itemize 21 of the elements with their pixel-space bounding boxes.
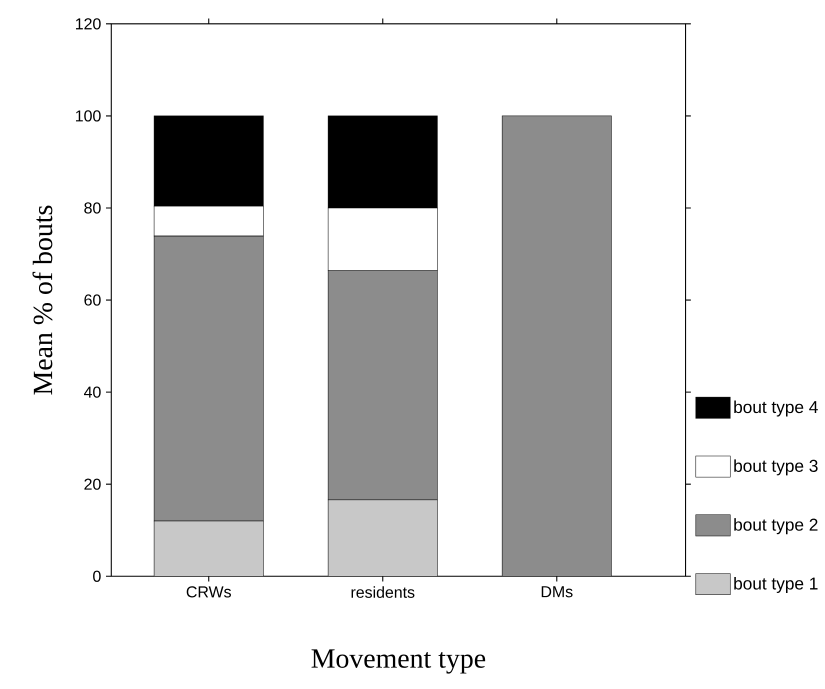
bar [328, 270, 438, 500]
x-tick-label: residents [352, 586, 414, 598]
y-tick-label: 60 [84, 294, 101, 306]
y-axis-title: Mean % of bouts [32, 206, 52, 395]
y-tick-label: 40 [84, 386, 101, 398]
y-tick-label: 80 [84, 202, 101, 214]
x-axis-title: Movement type [312, 650, 486, 674]
bar [502, 116, 612, 576]
y-tick-label: 20 [84, 478, 101, 490]
y-tick-label: 0 [93, 570, 101, 582]
y-tick-label: 100 [76, 110, 101, 122]
x-tick-label: DMs [542, 586, 573, 598]
x-tick-label: CRWs [186, 586, 231, 598]
legend-label: bout type 2 [734, 518, 818, 534]
bar [154, 236, 264, 522]
bar [154, 520, 264, 576]
legend-label: bout type 4 [734, 400, 818, 417]
bar [328, 500, 438, 576]
legend-label: bout type 3 [734, 460, 818, 476]
legend-label: bout type 1 [734, 577, 818, 594]
y-tick-label: 120 [76, 18, 101, 30]
